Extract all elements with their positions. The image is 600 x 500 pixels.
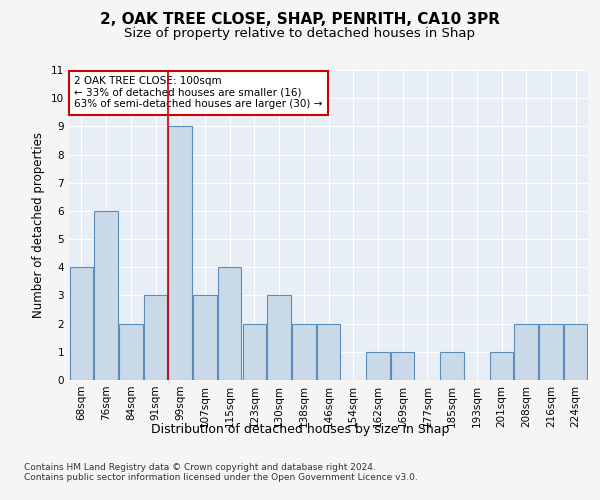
Bar [193,296,217,380]
Bar [292,324,316,380]
Bar [366,352,389,380]
Y-axis label: Number of detached properties: Number of detached properties [32,132,46,318]
Bar [94,211,118,380]
Bar [514,324,538,380]
Bar [169,126,192,380]
Bar [564,324,587,380]
Text: 2 OAK TREE CLOSE: 100sqm
← 33% of detached houses are smaller (16)
63% of semi-d: 2 OAK TREE CLOSE: 100sqm ← 33% of detach… [74,76,323,110]
Text: Size of property relative to detached houses in Shap: Size of property relative to detached ho… [125,28,476,40]
Text: Contains HM Land Registry data © Crown copyright and database right 2024.
Contai: Contains HM Land Registry data © Crown c… [24,462,418,482]
Bar [119,324,143,380]
Bar [490,352,513,380]
Bar [391,352,415,380]
Bar [242,324,266,380]
Bar [70,268,93,380]
Bar [317,324,340,380]
Bar [218,268,241,380]
Bar [144,296,167,380]
Text: Distribution of detached houses by size in Shap: Distribution of detached houses by size … [151,422,449,436]
Text: 2, OAK TREE CLOSE, SHAP, PENRITH, CA10 3PR: 2, OAK TREE CLOSE, SHAP, PENRITH, CA10 3… [100,12,500,28]
Bar [440,352,464,380]
Bar [539,324,563,380]
Bar [268,296,291,380]
